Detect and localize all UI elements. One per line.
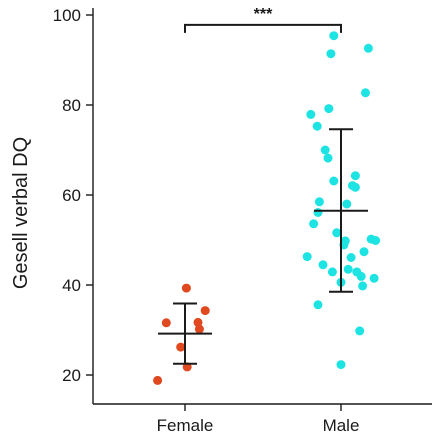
data-point <box>346 253 356 262</box>
mean-sd-bars <box>158 128 368 365</box>
data-point <box>336 360 346 370</box>
data-point <box>314 197 324 207</box>
data-point <box>161 318 171 328</box>
data-point <box>350 182 360 192</box>
data-point <box>329 176 339 186</box>
y-tick-label: 80 <box>62 96 81 115</box>
data-point <box>153 375 163 385</box>
data-point <box>371 236 381 245</box>
data-point <box>356 271 366 281</box>
data-point <box>327 267 337 277</box>
y-tick-label: 60 <box>62 186 81 205</box>
significance-label: *** <box>254 6 273 23</box>
data-point <box>358 281 368 291</box>
axes <box>92 8 432 405</box>
data-points <box>153 31 381 385</box>
significance-bracket: *** <box>184 6 342 33</box>
data-point <box>363 43 373 53</box>
data-point <box>193 317 203 327</box>
data-point <box>326 49 336 59</box>
y-tick-label: 40 <box>62 276 81 295</box>
data-point <box>369 273 379 283</box>
data-point <box>332 228 342 238</box>
data-point <box>343 264 353 274</box>
data-point <box>350 171 360 181</box>
data-point <box>361 88 370 98</box>
data-point <box>323 153 333 163</box>
data-point <box>306 109 316 119</box>
data-point <box>302 252 312 262</box>
y-ticks: 20 40 60 80 100 <box>53 6 93 385</box>
x-tick-label: Male <box>323 416 360 435</box>
data-point <box>359 247 369 257</box>
data-point <box>176 342 186 352</box>
y-tick-label: 100 <box>53 6 81 25</box>
data-point <box>320 145 330 155</box>
data-point <box>329 31 339 41</box>
data-point <box>324 104 334 114</box>
significance-line <box>184 23 342 33</box>
data-point <box>194 324 204 334</box>
data-point <box>313 208 323 217</box>
data-point <box>181 283 191 293</box>
data-point <box>355 326 365 336</box>
x-ticks: Female Male <box>157 404 360 435</box>
x-tick-label: Female <box>157 416 214 435</box>
data-point <box>200 306 210 316</box>
data-point <box>318 260 328 270</box>
data-point <box>309 219 319 229</box>
data-point <box>340 236 350 246</box>
y-tick-label: 20 <box>62 366 81 385</box>
data-point <box>312 121 322 131</box>
data-point <box>342 199 352 209</box>
data-point <box>313 300 323 310</box>
y-axis-label: Gesell verbal DQ <box>10 137 32 289</box>
